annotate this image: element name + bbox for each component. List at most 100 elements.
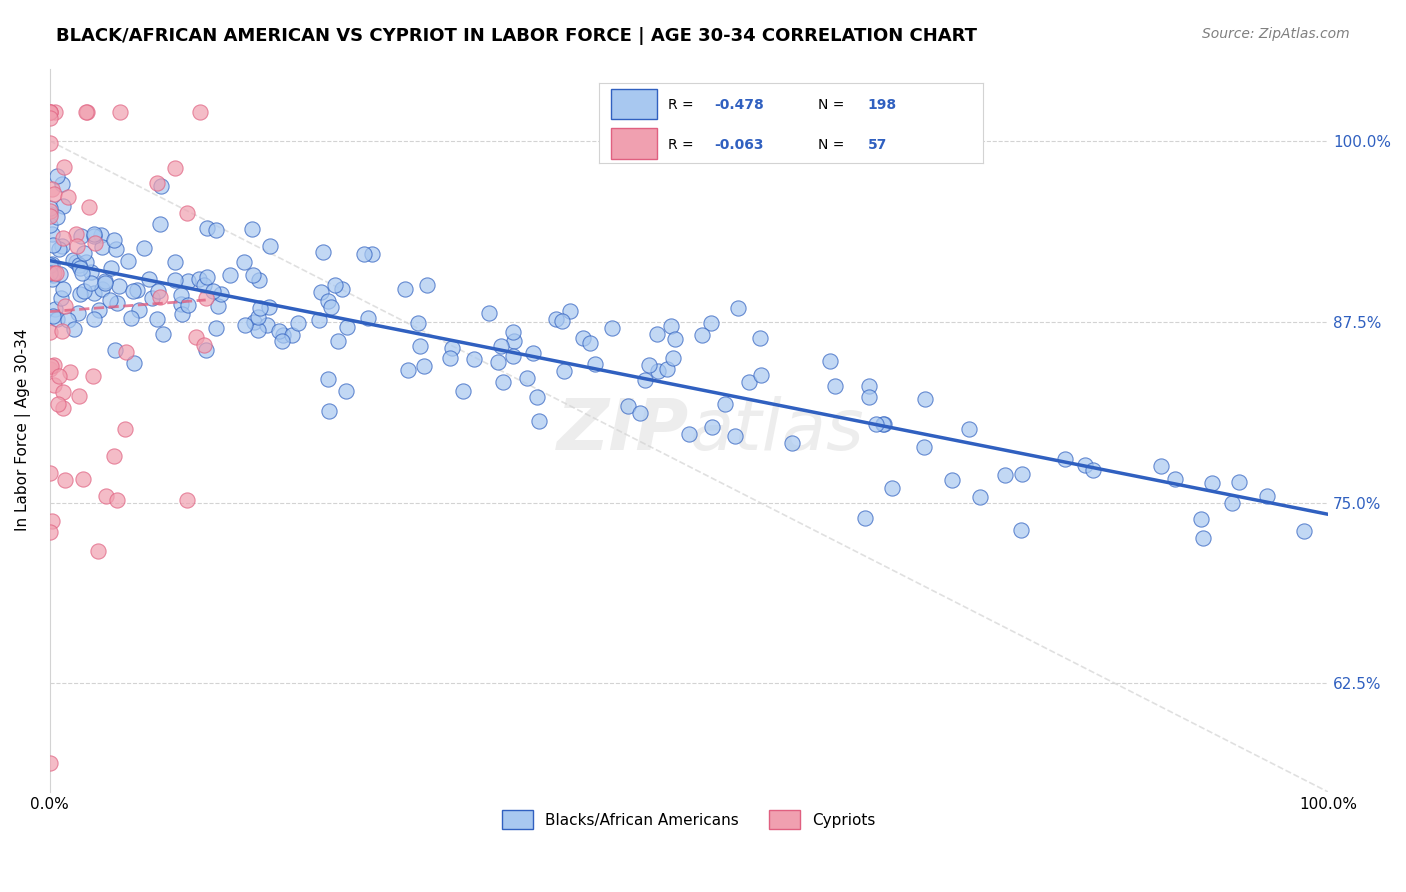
Point	[38, 201, 60, 215]
Point	[914, 392, 936, 406]
Point	[82, 369, 104, 384]
Point	[149, 290, 172, 304]
Point	[38, 258, 60, 272]
Point	[41, 257, 63, 271]
Point	[42, 268, 65, 282]
Point	[46, 169, 69, 183]
Point	[44, 104, 66, 119]
Point	[163, 273, 186, 287]
Point	[132, 241, 155, 255]
Point	[188, 271, 211, 285]
Point	[48, 242, 70, 256]
Point	[170, 288, 193, 302]
Point	[544, 312, 567, 326]
Point	[65, 238, 87, 252]
Y-axis label: In Labor Force | Age 30-34: In Labor Force | Age 30-34	[15, 329, 31, 532]
Point	[107, 296, 129, 310]
Point	[38, 525, 60, 540]
Point	[75, 104, 97, 119]
Point	[243, 315, 266, 329]
Point	[780, 436, 803, 450]
Point	[700, 316, 723, 330]
Point	[994, 467, 1017, 482]
Point	[195, 269, 218, 284]
Point	[865, 417, 887, 432]
Point	[1163, 472, 1185, 486]
Point	[406, 316, 429, 330]
Point	[121, 284, 143, 298]
Point	[486, 355, 509, 369]
Point	[46, 397, 69, 411]
Point	[114, 422, 136, 436]
Point	[150, 179, 173, 194]
Point	[41, 182, 63, 196]
Point	[176, 492, 198, 507]
Point	[46, 311, 69, 326]
Point	[38, 203, 60, 218]
Point	[48, 368, 70, 383]
Point	[170, 307, 193, 321]
Point	[858, 379, 880, 393]
Point	[1191, 531, 1213, 545]
Point	[659, 318, 682, 333]
Point	[492, 375, 515, 389]
Point	[330, 282, 353, 296]
Point	[125, 283, 148, 297]
Point	[271, 334, 294, 348]
Point	[336, 319, 359, 334]
Point	[120, 311, 142, 326]
Text: atlas: atlas	[689, 396, 863, 465]
Point	[194, 343, 217, 357]
Point	[256, 318, 278, 332]
Point	[1256, 490, 1278, 504]
Point	[51, 238, 73, 252]
Point	[52, 401, 75, 415]
Point	[42, 238, 65, 252]
Point	[326, 334, 349, 348]
Point	[165, 255, 187, 269]
Point	[176, 206, 198, 220]
Point	[170, 297, 193, 311]
Point	[873, 417, 896, 431]
Point	[104, 343, 127, 357]
Point	[219, 268, 242, 283]
Point	[62, 252, 84, 267]
Point	[242, 268, 264, 282]
Point	[39, 359, 62, 373]
Point	[645, 327, 668, 342]
Point	[412, 359, 434, 373]
Point	[87, 543, 110, 558]
Point	[149, 217, 172, 231]
Point	[551, 314, 574, 328]
Point	[87, 303, 110, 318]
Point	[98, 293, 121, 307]
Point	[83, 286, 105, 301]
Point	[634, 373, 657, 387]
Point	[52, 199, 75, 213]
Point	[657, 361, 679, 376]
Point	[84, 235, 107, 250]
Point	[724, 429, 747, 443]
Point	[53, 299, 76, 313]
Point	[478, 305, 501, 319]
Point	[1201, 476, 1223, 491]
Point	[579, 336, 602, 351]
Point	[188, 104, 211, 119]
Point	[38, 112, 60, 126]
Point	[502, 325, 524, 339]
Point	[94, 489, 117, 503]
Point	[56, 313, 79, 327]
Point	[353, 247, 375, 261]
Point	[70, 266, 93, 280]
Point	[600, 320, 623, 334]
Point	[45, 210, 67, 224]
Point	[39, 326, 62, 340]
Point	[1011, 467, 1033, 482]
Point	[1220, 496, 1243, 510]
Point	[122, 356, 145, 370]
Point	[73, 246, 96, 260]
Point	[335, 384, 357, 398]
Point	[858, 390, 880, 404]
Point	[69, 261, 91, 276]
Point	[145, 176, 167, 190]
